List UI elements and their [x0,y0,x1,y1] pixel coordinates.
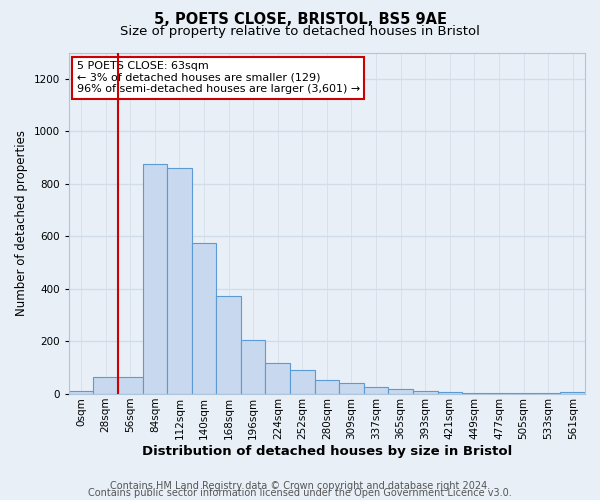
Bar [314,380,339,394]
Text: Contains HM Land Registry data © Crown copyright and database right 2024.: Contains HM Land Registry data © Crown c… [110,481,490,491]
Bar [487,393,511,394]
Text: Size of property relative to detached houses in Bristol: Size of property relative to detached ho… [120,25,480,38]
Bar [364,387,388,394]
Bar [437,392,462,394]
Bar [413,392,437,394]
Bar [560,392,585,394]
Bar [167,168,192,394]
Bar [388,390,413,394]
Bar [143,164,167,394]
Text: Contains public sector information licensed under the Open Government Licence v3: Contains public sector information licen… [88,488,512,498]
Bar [339,383,364,394]
Bar [192,243,217,394]
Text: 5, POETS CLOSE, BRISTOL, BS5 9AE: 5, POETS CLOSE, BRISTOL, BS5 9AE [154,12,446,28]
Bar [290,370,314,394]
Bar [511,393,536,394]
X-axis label: Distribution of detached houses by size in Bristol: Distribution of detached houses by size … [142,444,512,458]
Bar [69,392,94,394]
Bar [217,296,241,394]
Bar [265,362,290,394]
Y-axis label: Number of detached properties: Number of detached properties [15,130,28,316]
Bar [462,392,487,394]
Bar [94,377,118,394]
Text: 5 POETS CLOSE: 63sqm
← 3% of detached houses are smaller (129)
96% of semi-detac: 5 POETS CLOSE: 63sqm ← 3% of detached ho… [77,61,360,94]
Bar [118,377,143,394]
Bar [241,340,265,394]
Bar [536,393,560,394]
